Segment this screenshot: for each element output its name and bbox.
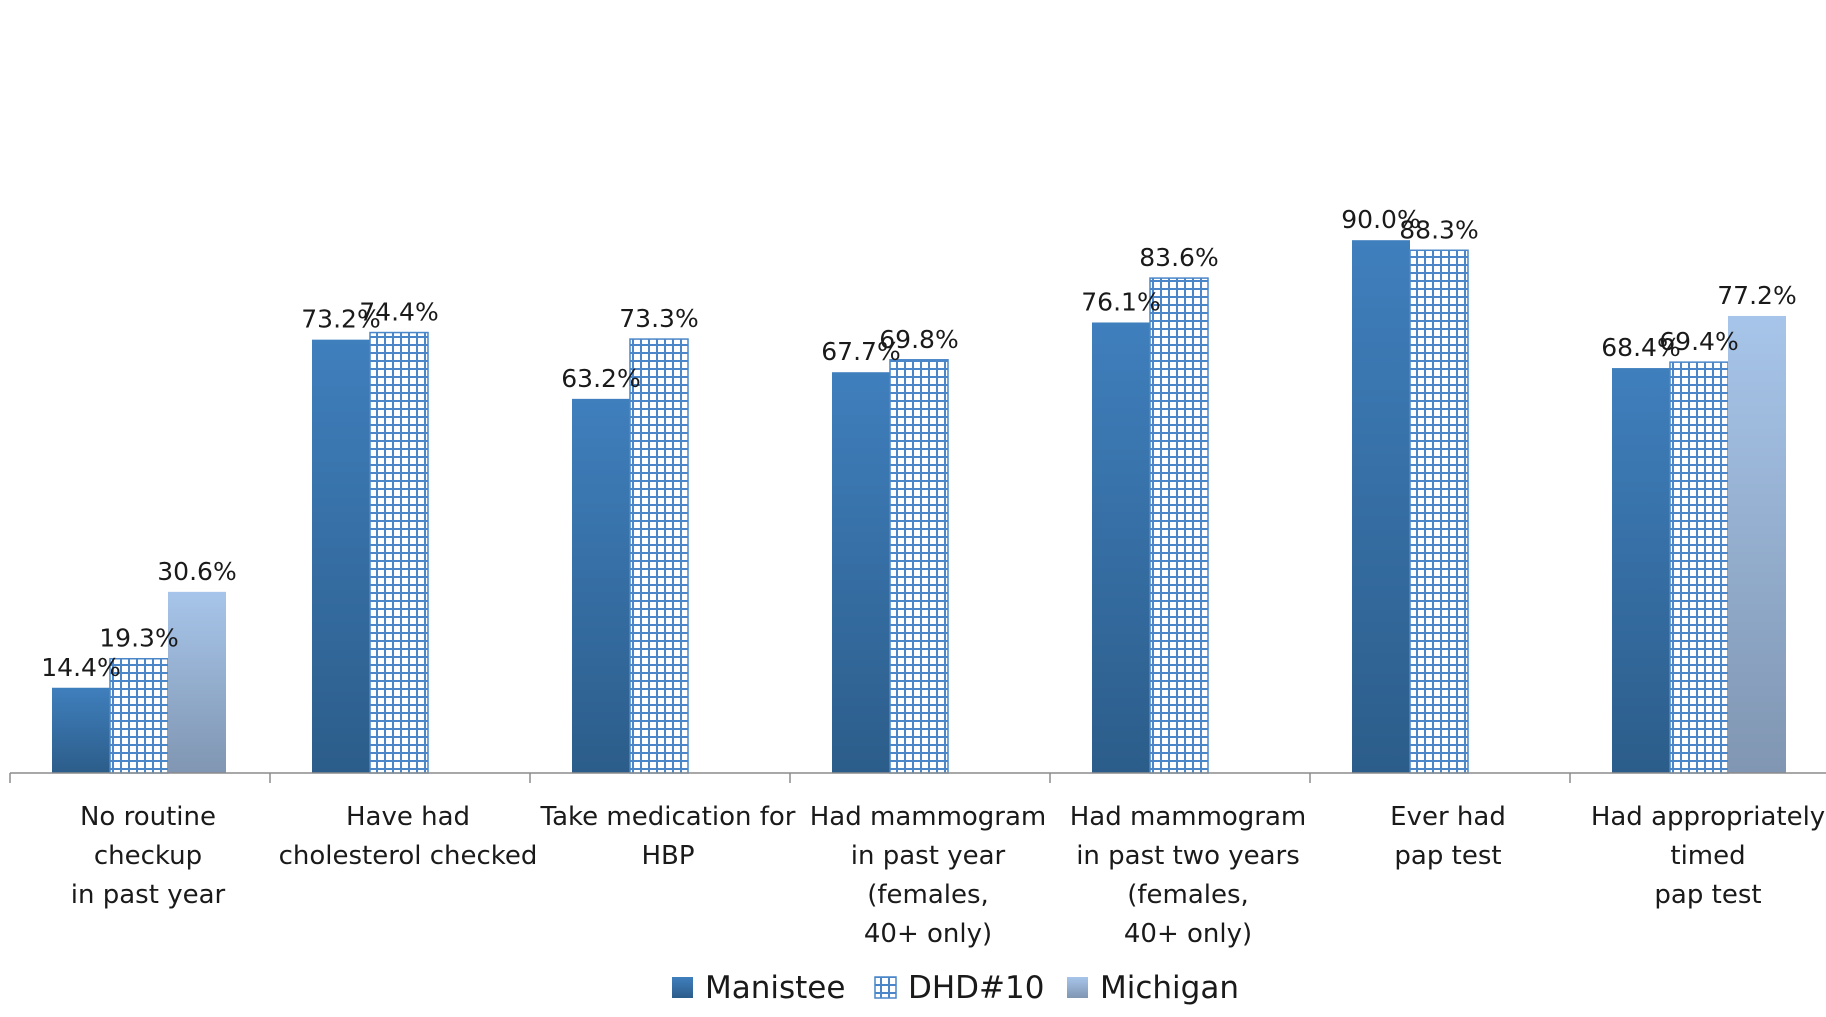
bar-manistee-1 xyxy=(52,687,110,773)
category-label-6-line-1: Ever had xyxy=(1390,802,1506,832)
data-label-manistee-4: 67.7% xyxy=(821,337,900,366)
bar-dhd-10-2 xyxy=(369,331,429,774)
bar-manistee-6 xyxy=(1352,240,1410,773)
category-label-4-line-2: in past year xyxy=(851,841,1006,871)
category-label-3-line-1: Take medication for xyxy=(540,802,796,832)
category-label-2-line-2: cholesterol checked xyxy=(279,841,538,871)
data-label-dhd-10-1: 19.3% xyxy=(99,624,178,653)
bar-michigan-1 xyxy=(168,591,226,773)
data-label-manistee-5: 76.1% xyxy=(1081,287,1160,316)
bar-manistee-5 xyxy=(1092,322,1150,773)
category-label-5-line-4: 40+ only) xyxy=(1124,919,1252,949)
data-label-manistee-7: 68.4% xyxy=(1601,333,1680,362)
bar-manistee-4 xyxy=(832,372,890,773)
bar-dhd-10-7 xyxy=(1669,361,1729,774)
category-label-6-line-2: pap test xyxy=(1394,841,1501,871)
bar-manistee-7 xyxy=(1612,368,1670,773)
data-label-manistee-1: 14.4% xyxy=(41,653,120,682)
data-label-dhd-10-2: 74.4% xyxy=(359,298,438,327)
bar-manistee-2 xyxy=(312,339,370,773)
category-label-5-line-2: in past two years xyxy=(1076,841,1300,871)
bar-dhd-10-5 xyxy=(1149,277,1209,774)
category-label-1-line-3: in past year xyxy=(71,880,226,910)
category-label-1-line-1: No routine xyxy=(80,802,216,832)
data-label-michigan-1: 30.6% xyxy=(157,557,236,586)
x-axis xyxy=(9,772,1826,783)
data-label-manistee-2: 73.2% xyxy=(301,305,380,334)
legend-label-dhd-10: DHD#10 xyxy=(908,970,1044,1006)
category-labels-layer: No routine checkup in past year Have had cho… xyxy=(71,802,1825,949)
bars-layer xyxy=(52,240,1786,774)
category-label-7-line-1: Had appropriately xyxy=(1591,802,1825,832)
category-label-7-line-2: timed xyxy=(1670,841,1745,871)
data-label-dhd-10-6: 88.3% xyxy=(1399,215,1478,244)
legend-label-manistee: Manistee xyxy=(705,970,845,1006)
category-label-7-line-3: pap test xyxy=(1654,880,1761,910)
category-label-3-line-2: HBP xyxy=(641,841,694,871)
legend-swatch-manistee xyxy=(672,977,693,998)
data-label-manistee-6: 90.0% xyxy=(1341,205,1420,234)
data-label-dhd-10-7: 69.4% xyxy=(1659,327,1738,356)
category-label-4-line-4: 40+ only) xyxy=(864,919,992,949)
bar-dhd-10-6 xyxy=(1409,249,1469,774)
category-label-5-line-3: (females, xyxy=(1127,880,1249,910)
data-label-dhd-10-4: 69.8% xyxy=(879,325,958,354)
data-label-manistee-3: 63.2% xyxy=(561,364,640,393)
data-label-dhd-10-5: 83.6% xyxy=(1139,243,1218,272)
bar-dhd-10-4 xyxy=(889,359,949,774)
data-label-dhd-10-3: 73.3% xyxy=(619,304,698,333)
legend-swatch-michigan xyxy=(1067,977,1088,998)
legend-swatch-dhd-10 xyxy=(874,976,897,999)
bar-michigan-7 xyxy=(1728,315,1786,773)
value-labels-layer: 14.4%19.3% 30.6% 73.2%74.4% 63.2% 73.3% 67.7%… xyxy=(41,205,1796,682)
bar-dhd-10-3 xyxy=(629,338,689,774)
category-label-1-line-2: checkup xyxy=(94,841,202,871)
category-label-5-line-1: Had mammogram xyxy=(1070,802,1307,832)
data-label-michigan-7: 77.2% xyxy=(1717,281,1796,310)
legend-label-michigan: Michigan xyxy=(1100,970,1239,1006)
category-label-4-line-3: (females, xyxy=(867,880,989,910)
legend: Manistee DHD#10 Michigan xyxy=(672,970,1239,1006)
category-label-4-line-1: Had mammogram xyxy=(810,802,1047,832)
category-label-2-line-1: Have had xyxy=(346,802,470,832)
bar-manistee-3 xyxy=(572,398,630,773)
bar-dhd-10-1 xyxy=(109,657,169,774)
